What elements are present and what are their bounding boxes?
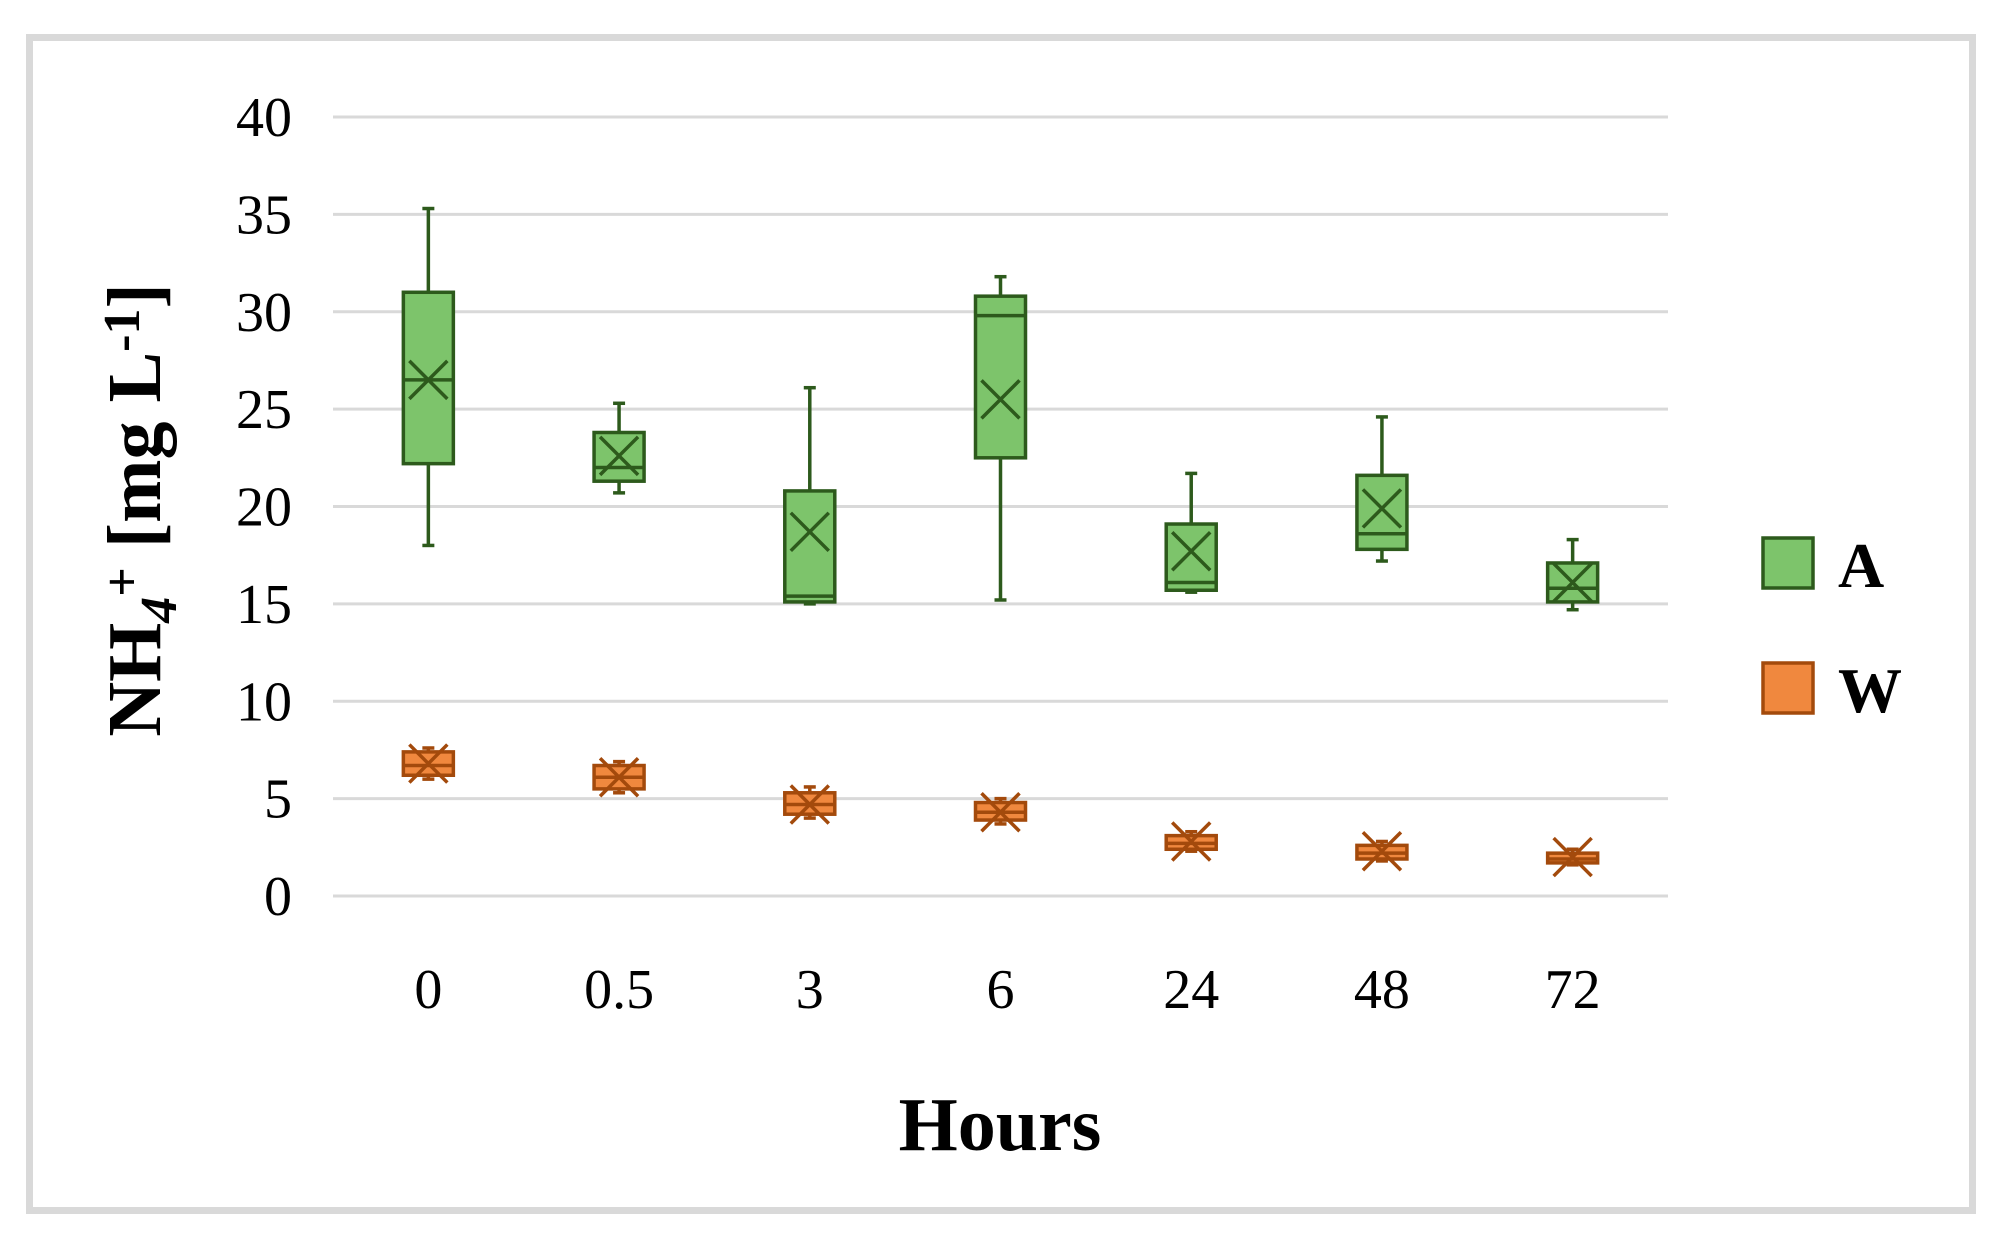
x-tick-label: 0 <box>414 959 442 1021</box>
box-W-0.5 <box>592 756 646 798</box>
y-axis-label: NH4+ [mg L-1] <box>93 283 188 737</box>
y-tick-label: 15 <box>236 574 292 636</box>
y-tick-label: 25 <box>236 379 292 441</box>
x-tick-label: 0.5 <box>584 959 654 1021</box>
box-W-6 <box>973 792 1028 833</box>
y-axis-label-part: ] <box>93 283 177 308</box>
box-W-72 <box>1545 836 1600 878</box>
box-iqr <box>973 294 1028 460</box>
box-W-48 <box>1355 830 1409 872</box>
x-axis-ticks: 0 0.5 3 6 24 48 72 <box>414 959 1600 1021</box>
box-A-3 <box>783 385 837 606</box>
mean-marker <box>598 756 640 798</box>
y-tick-label: 20 <box>236 477 292 539</box>
box-A-48 <box>1355 415 1409 563</box>
box-A-0 <box>401 206 456 548</box>
mean-marker <box>1170 531 1212 572</box>
legend-label-W: W <box>1838 655 1902 726</box>
box-A-6 <box>973 274 1028 602</box>
x-axis-label: Hours <box>899 1083 1102 1167</box>
x-tick-label: 24 <box>1163 959 1219 1021</box>
y-axis-label-part: 4 <box>131 597 188 624</box>
x-tick-label: 72 <box>1545 959 1601 1021</box>
mean-marker <box>789 784 831 825</box>
chart-frame <box>26 34 1976 1214</box>
x-tick-label: 3 <box>796 959 824 1021</box>
mean-marker <box>408 743 449 784</box>
y-axis-label-part: -1 <box>94 309 151 352</box>
mean-marker <box>980 792 1021 833</box>
y-tick-label: 35 <box>236 184 292 246</box>
x-tick-label: 48 <box>1354 959 1410 1021</box>
mean-marker <box>1552 562 1593 603</box>
box-A-0.5 <box>592 401 646 495</box>
y-tick-label: 5 <box>264 769 292 831</box>
box-A-24 <box>1164 471 1218 594</box>
mean-marker <box>789 511 831 553</box>
legend-swatch-W <box>1761 661 1815 715</box>
mean-marker <box>1170 821 1212 862</box>
y-axis-label-part: NH <box>93 623 177 737</box>
legend: AW <box>1761 530 1902 726</box>
legend-label-A: A <box>1838 530 1884 601</box>
box-iqr <box>783 489 837 604</box>
box-A-72 <box>1545 537 1600 612</box>
x-tick-label: 6 <box>987 959 1015 1021</box>
box-series <box>401 206 1600 878</box>
mean-marker <box>1552 836 1593 878</box>
legend-swatch-A <box>1761 536 1815 590</box>
mean-marker <box>1361 830 1403 872</box>
mean-marker <box>1361 488 1403 529</box>
y-axis-ticks: 0 5 10 15 20 25 30 35 40 <box>236 87 292 928</box>
box-W-3 <box>783 784 837 825</box>
box-iqr <box>1355 473 1409 552</box>
box-W-0 <box>401 743 456 784</box>
y-tick-label: 10 <box>236 671 292 733</box>
y-tick-label: 30 <box>236 282 292 344</box>
mean-marker <box>598 435 640 477</box>
y-axis-label-part: + <box>94 567 151 597</box>
mean-marker <box>980 379 1021 420</box>
box-W-24 <box>1164 821 1218 862</box>
mean-marker <box>408 359 449 401</box>
y-axis-label-part: [mg L <box>93 352 177 567</box>
y-tick-label: 0 <box>264 866 292 928</box>
y-tick-label: 40 <box>236 87 292 149</box>
